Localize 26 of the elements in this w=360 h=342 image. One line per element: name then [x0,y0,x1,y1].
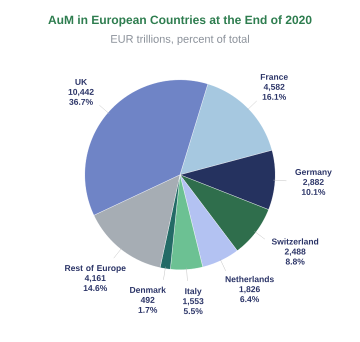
chart-subtitle: EUR trillions, percent of total [111,34,249,46]
text: 6.4% [240,296,260,302]
slice-label: Germany [295,169,332,177]
text: 36.7% [69,98,93,105]
text: 1.7% [138,306,158,313]
text: 8.8% [286,258,305,265]
slice-label: UK [75,78,88,85]
data-label: 1,826 [240,286,260,294]
slice-label: Rest of Europe [65,264,126,273]
chart-title: AuM in European Countries at the End of 2020 [48,15,312,27]
slice-label: Denmark [130,286,166,293]
data-label: 4,582 [264,84,284,92]
data-label: 4,161 [84,275,106,282]
data-label: 2,882 [303,179,324,186]
slice-label: France [260,74,288,80]
slice-label: Netherlands [226,276,274,282]
data-label: 10,442 [68,88,94,96]
text: 16.1% [262,94,286,100]
text: 14.6% [84,285,108,292]
data-label: 2,488 [284,248,306,256]
slice-label: Italy [185,288,202,296]
data-label: 492 [140,296,154,303]
text: 5.5% [184,308,203,314]
text: 10.1% [302,189,326,196]
data-label: 1,553 [183,298,204,306]
slice-label: Switzerland [272,238,318,245]
